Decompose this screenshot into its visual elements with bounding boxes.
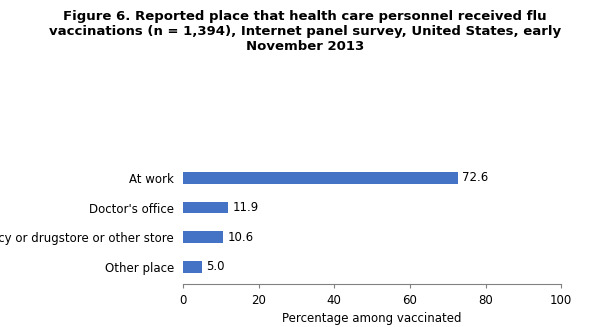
Bar <box>183 172 458 184</box>
Bar <box>183 202 228 214</box>
X-axis label: Percentage among vaccinated: Percentage among vaccinated <box>282 312 462 325</box>
Text: 5.0: 5.0 <box>206 260 225 273</box>
Text: 10.6: 10.6 <box>228 231 254 244</box>
Text: 72.6: 72.6 <box>462 171 489 184</box>
Text: 11.9: 11.9 <box>232 201 259 214</box>
Bar <box>183 231 223 243</box>
Bar <box>183 261 202 273</box>
Text: Figure 6. Reported place that health care personnel received flu
vaccinations (n: Figure 6. Reported place that health car… <box>49 10 561 53</box>
